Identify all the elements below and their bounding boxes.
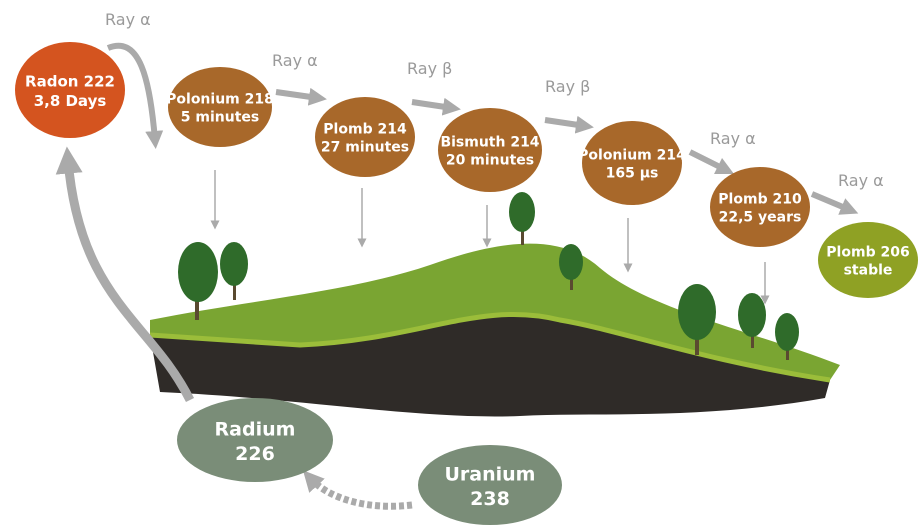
node-name: Polonium 218: [166, 92, 274, 108]
node: Polonium 218 5 minutes: [166, 67, 274, 147]
node-detail: 20 minutes: [446, 153, 534, 169]
node-shape: [710, 167, 810, 247]
node-shape: [818, 222, 918, 298]
ray-label: Ray α: [710, 129, 756, 148]
ray-labels: Ray α Ray α Ray β Ray β Ray α Ray α: [105, 10, 884, 190]
node-name: Radon 222: [25, 72, 115, 90]
node-name: Plomb 214: [323, 122, 407, 138]
node: Bismuth 214 20 minutes: [438, 108, 542, 192]
ray-label: Ray α: [272, 51, 318, 70]
arrows: [55, 42, 859, 510]
node-name: Radium: [215, 418, 296, 440]
ray-label: Ray α: [838, 171, 884, 190]
nodes: Radon 222 3,8 Days Polonium 218 5 minutes Pl…: [15, 42, 918, 525]
node-shape: [582, 121, 682, 205]
node: Plomb 206 stable: [818, 222, 918, 298]
node-name: Bismuth 214: [440, 135, 539, 151]
node-detail: stable: [844, 263, 893, 279]
node-shape: [418, 445, 562, 525]
node-detail: 226: [235, 443, 275, 465]
ray-label: Ray β: [545, 77, 590, 96]
landscape: [149, 192, 840, 417]
ray-label: Ray β: [407, 59, 452, 78]
ray-label: Ray α: [105, 10, 151, 29]
node: Uranium 238: [418, 445, 562, 525]
node-detail: 27 minutes: [321, 140, 409, 156]
node: Polonium 214 165 µs: [578, 121, 686, 205]
node: Radium 226: [177, 398, 333, 482]
node-shape: [15, 42, 125, 138]
node-detail: 3,8 Days: [34, 92, 107, 110]
node-detail: 22,5 years: [719, 210, 802, 226]
node: Plomb 210 22,5 years: [710, 167, 810, 247]
node-name: Plomb 210: [718, 192, 802, 208]
node-detail: 5 minutes: [181, 110, 259, 126]
node-shape: [315, 97, 415, 177]
node-shape: [177, 398, 333, 482]
node-detail: 165 µs: [606, 166, 659, 182]
node-detail: 238: [470, 488, 510, 510]
node-shape: [168, 67, 272, 147]
node-shape: [438, 108, 542, 192]
node-name: Plomb 206: [826, 245, 909, 261]
node: Radon 222 3,8 Days: [15, 42, 125, 138]
node-name: Polonium 214: [578, 148, 686, 164]
node: Plomb 214 27 minutes: [315, 97, 415, 177]
node-name: Uranium: [445, 463, 536, 485]
